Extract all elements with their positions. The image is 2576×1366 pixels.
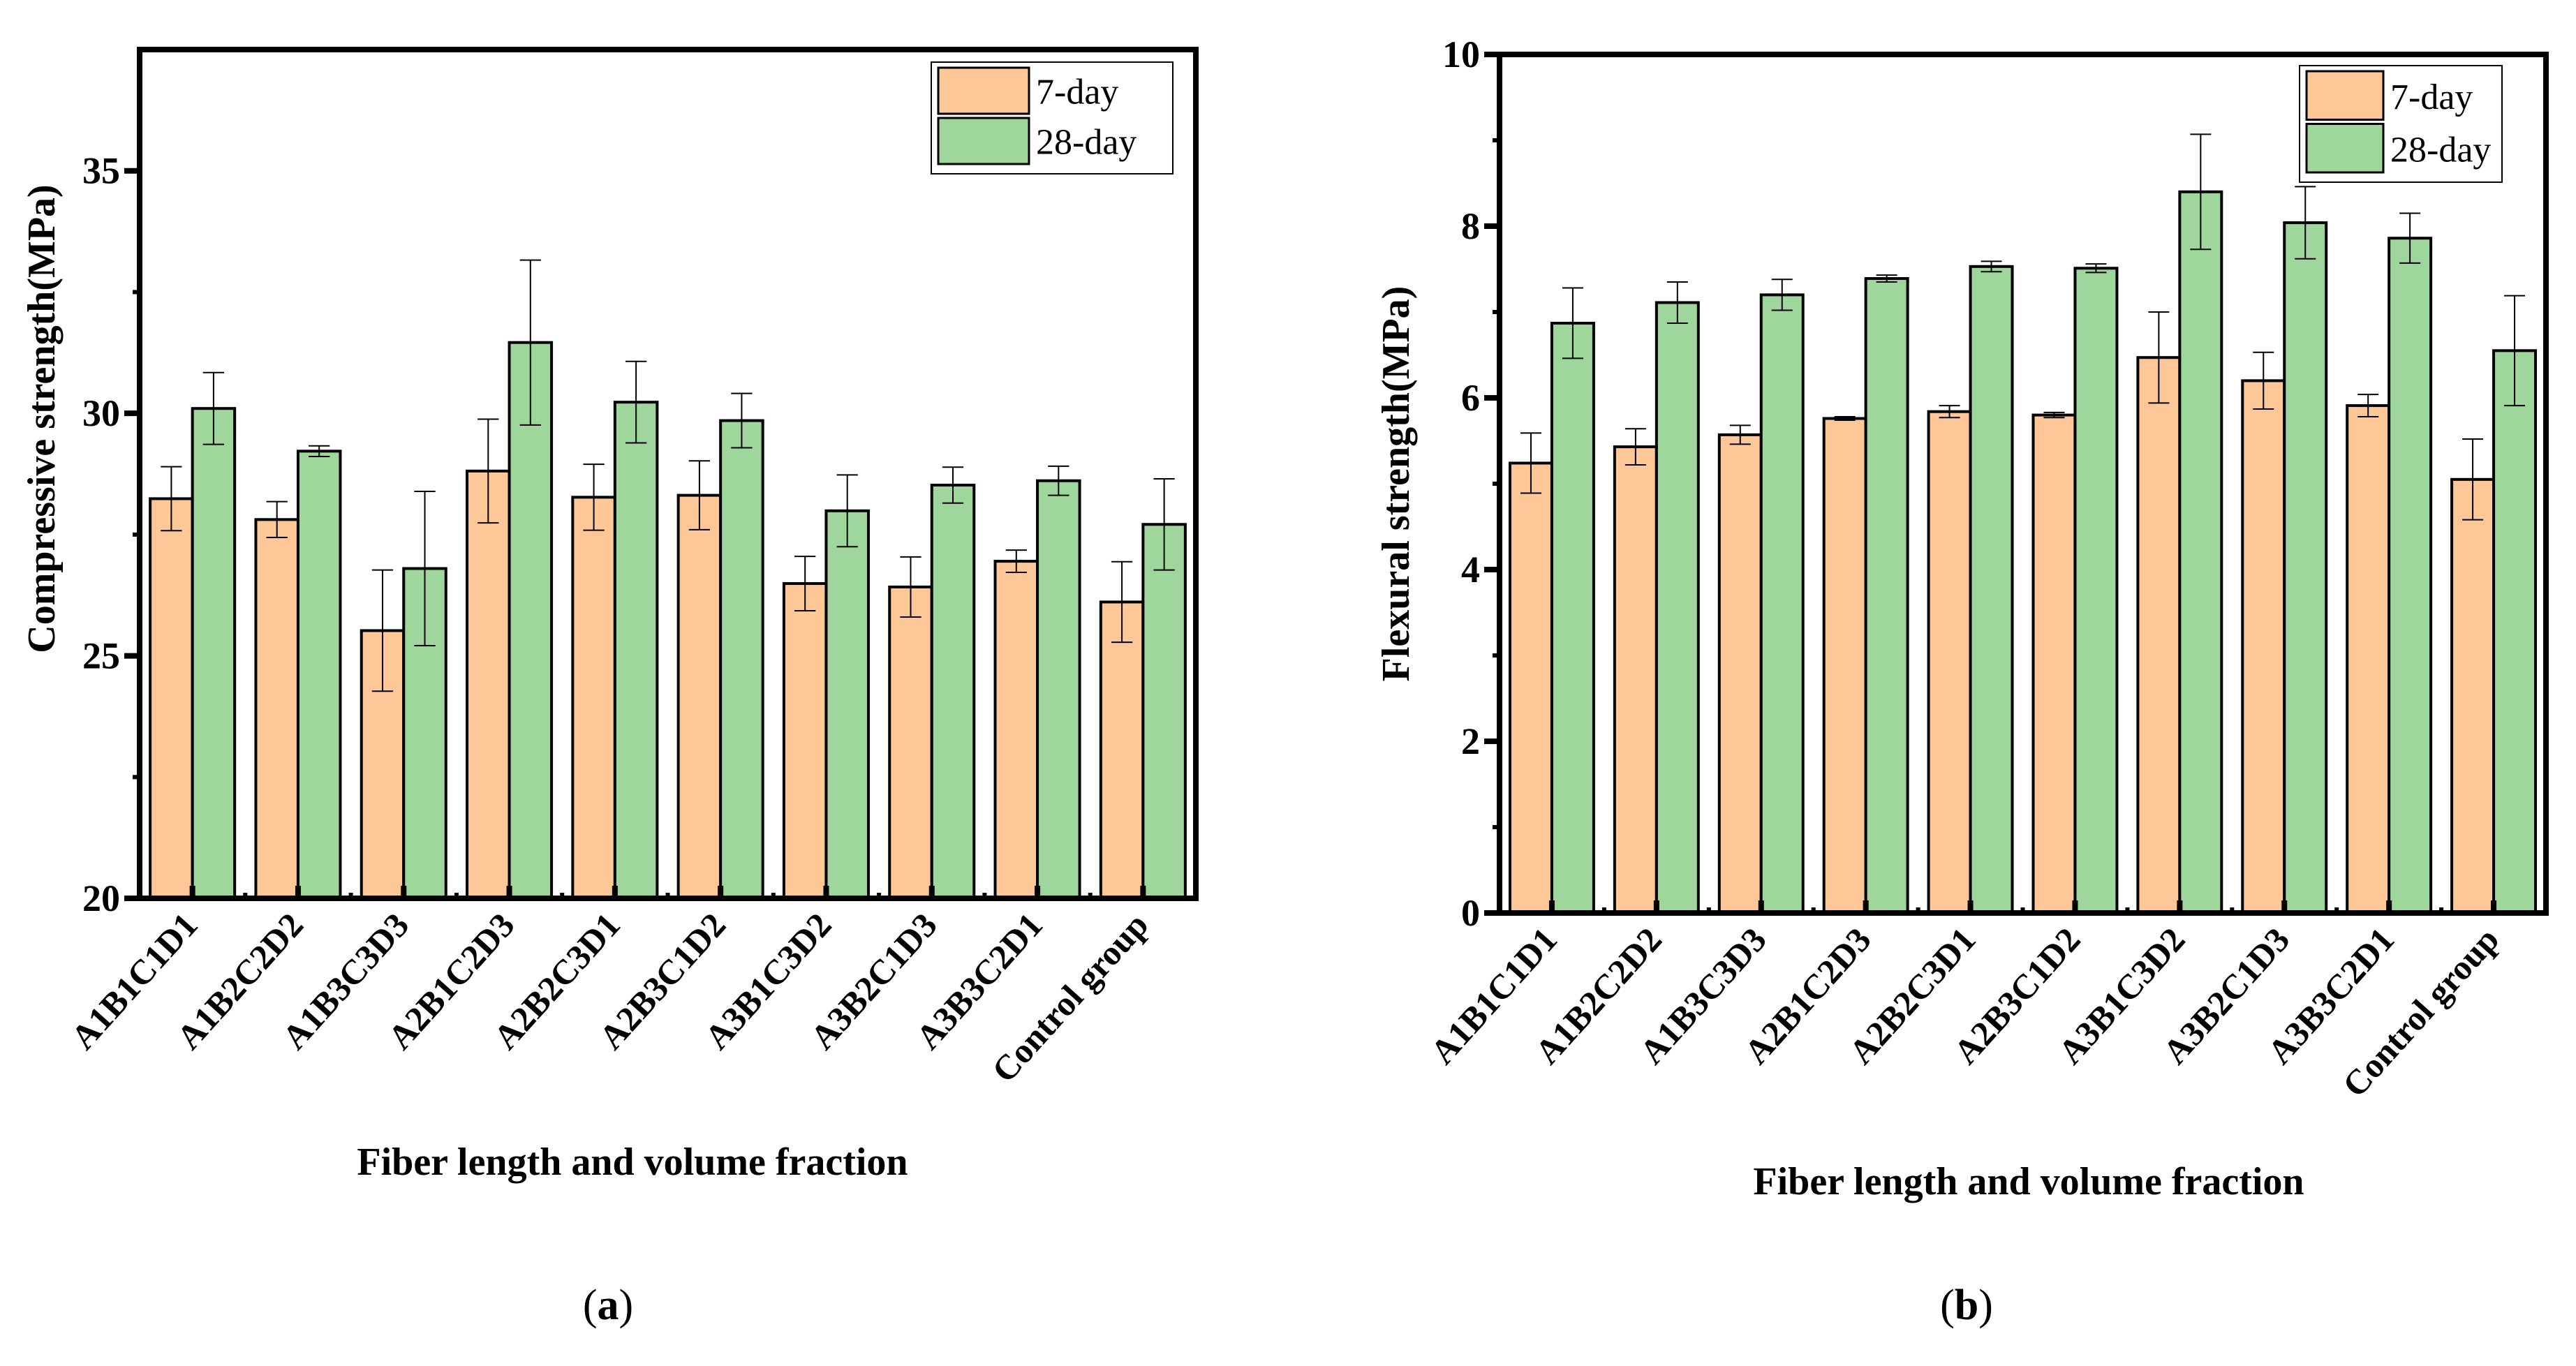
panel-label: b bbox=[1955, 1282, 1978, 1329]
y-tick-label: 8 bbox=[1461, 205, 1480, 247]
legend-swatch bbox=[937, 66, 1030, 115]
y-tick-label: 4 bbox=[1461, 549, 1480, 591]
x-axis-title: Fiber length and volume fraction bbox=[357, 1141, 908, 1184]
bar-28-day bbox=[1550, 321, 1595, 914]
bar-28-day bbox=[1141, 523, 1187, 900]
bar-7-day bbox=[1822, 417, 1867, 914]
bar-28-day bbox=[2388, 237, 2433, 915]
bar-28-day bbox=[1655, 301, 1700, 915]
bar-7-day bbox=[2031, 413, 2077, 914]
y-tick-label: 25 bbox=[82, 635, 120, 677]
bar-28-day bbox=[1969, 265, 2014, 914]
legend-label: 7-day bbox=[1036, 72, 1118, 112]
y-tick-label: 30 bbox=[82, 392, 120, 434]
panel-label: a bbox=[598, 1282, 619, 1329]
bar-7-day bbox=[888, 585, 933, 900]
y-tick-label: 35 bbox=[82, 150, 120, 192]
bar-28-day bbox=[613, 401, 659, 900]
y-tick-label: 2 bbox=[1461, 720, 1480, 762]
bar-7-day bbox=[1613, 445, 1658, 914]
y-tick-label: 20 bbox=[82, 877, 120, 919]
bar-7-day bbox=[2450, 477, 2496, 914]
panel-caption: (a) bbox=[583, 1282, 633, 1329]
chart-panel-a: 20253035A1B1C1D1A1B2C2D2A1B3C3D3A2B1C2D3… bbox=[20, 47, 1199, 1329]
bar-7-day bbox=[1508, 461, 1553, 914]
bar-7-day bbox=[676, 493, 723, 900]
y-axis-title: Flexural strength(MPa) bbox=[1375, 286, 1418, 682]
legend-swatch bbox=[2305, 123, 2385, 174]
bar-28-day bbox=[1864, 277, 1909, 914]
legend: 7-day 28-day bbox=[931, 61, 1174, 175]
bar-28-day bbox=[719, 419, 764, 900]
bar-7-day bbox=[782, 582, 828, 900]
legend-label: 28-day bbox=[1036, 122, 1137, 162]
bar-7-day bbox=[993, 560, 1039, 900]
bar-7-day bbox=[1717, 433, 1763, 914]
panel-caption: (b) bbox=[1940, 1282, 1993, 1329]
bar-28-day bbox=[2283, 221, 2328, 914]
bar-28-day bbox=[930, 483, 976, 900]
bar-28-day bbox=[2073, 267, 2119, 914]
x-axis-title: Fiber length and volume fraction bbox=[1753, 1160, 2304, 1203]
bar-7-day bbox=[2136, 356, 2182, 914]
y-axis-title: Compressive strength(MPa) bbox=[20, 184, 64, 653]
bar-7-day bbox=[1927, 410, 1972, 914]
bar-28-day bbox=[2492, 349, 2538, 915]
y-tick-label: 6 bbox=[1461, 377, 1480, 419]
bar-7-day bbox=[254, 518, 299, 900]
legend-label: 28-day bbox=[2390, 131, 2491, 170]
legend: 7-day 28-day bbox=[2299, 65, 2503, 183]
bar-7-day bbox=[1099, 600, 1145, 900]
legend-swatch bbox=[937, 117, 1030, 165]
legend-swatch bbox=[2305, 70, 2385, 121]
bar-7-day bbox=[149, 497, 194, 900]
bar-7-day bbox=[2346, 404, 2391, 914]
y-tick-label: 0 bbox=[1461, 892, 1480, 934]
bar-7-day bbox=[571, 496, 616, 900]
bar-28-day bbox=[1036, 479, 1081, 900]
bar-7-day bbox=[466, 469, 511, 900]
bar-28-day bbox=[824, 509, 870, 900]
bar-28-day bbox=[508, 341, 554, 900]
bar-28-day bbox=[191, 407, 237, 900]
bar-28-day bbox=[2178, 190, 2223, 914]
bar-28-day bbox=[1759, 293, 1805, 914]
legend-label: 7-day bbox=[2390, 77, 2473, 117]
bar-7-day bbox=[2241, 379, 2286, 914]
chart-panel-b: 0246810A1B1C1D1A1B2C2D2A1B3C3D3A2B1C2D3A… bbox=[1375, 34, 2549, 1329]
y-tick-label: 10 bbox=[1442, 34, 1480, 75]
bar-28-day bbox=[296, 450, 342, 900]
